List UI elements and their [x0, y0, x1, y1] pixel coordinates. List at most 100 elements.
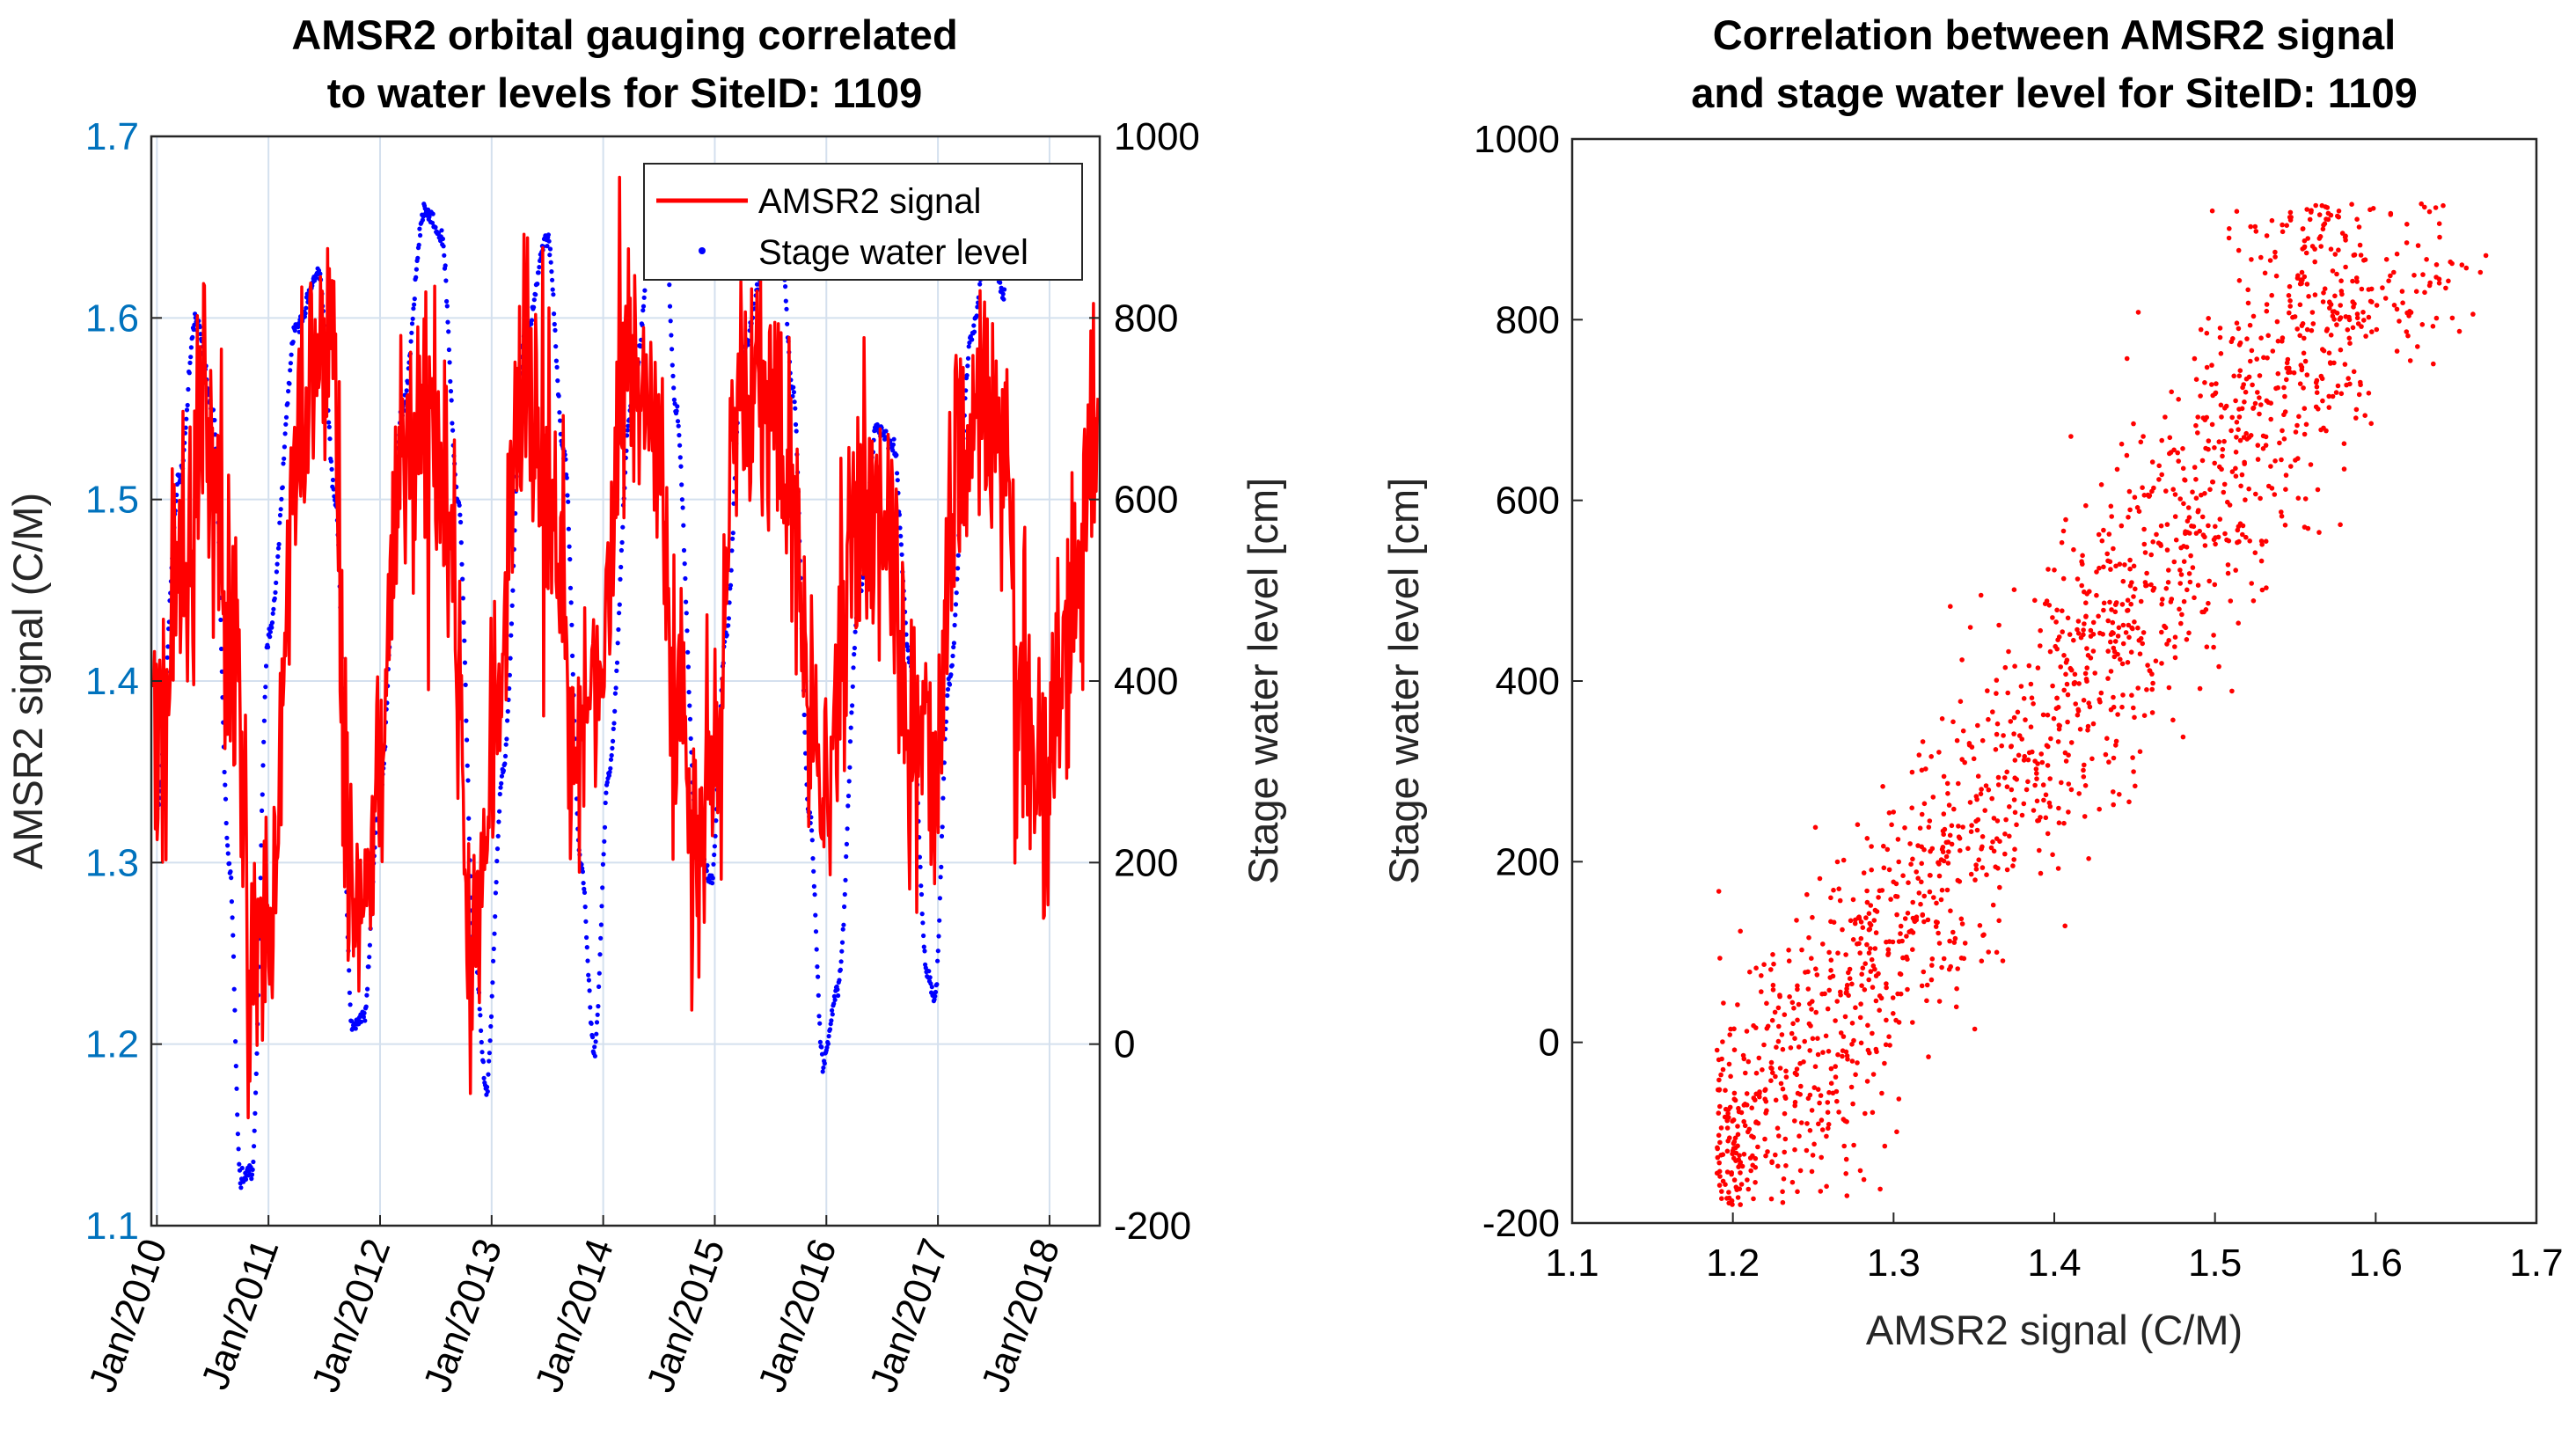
scatter-point — [1732, 1097, 1738, 1103]
scatter-point — [2257, 411, 2262, 417]
scatter-point — [1724, 1169, 1731, 1175]
scatter-point — [2078, 634, 2084, 641]
scatter-point — [2338, 289, 2345, 294]
stage-point — [860, 575, 866, 580]
scatter-point — [2255, 443, 2261, 448]
scatter-point — [2394, 306, 2400, 312]
scatter-point — [2031, 701, 2036, 707]
scatter-point — [1973, 862, 1979, 868]
scatter-point — [2258, 335, 2264, 341]
scatter-point — [2086, 856, 2091, 861]
scatter-point — [2108, 639, 2113, 645]
stage-point — [600, 885, 605, 890]
scatter-point — [1789, 1179, 1796, 1185]
scatter-point — [1944, 780, 1950, 787]
scatter-point — [2415, 243, 2421, 248]
scatter-point — [2148, 582, 2154, 588]
scatter-point — [1948, 908, 1953, 913]
stage-point — [487, 1038, 493, 1044]
scatter-point — [2173, 537, 2179, 543]
scatter-point — [1995, 866, 2001, 871]
scatter-point — [1716, 1183, 1723, 1188]
scatter-point — [2202, 491, 2207, 496]
stage-point — [249, 1172, 255, 1177]
scatter-point — [2388, 273, 2393, 279]
stage-point — [444, 298, 450, 304]
scatter-point — [2141, 541, 2148, 547]
scatter-point — [2354, 311, 2360, 317]
scatter-point — [1731, 1117, 1737, 1123]
scatter-point — [2361, 318, 2367, 323]
scatter-point — [2321, 223, 2326, 228]
scatter-point — [1925, 917, 1931, 923]
scatter-point — [2171, 559, 2177, 565]
scatter-point — [2258, 495, 2263, 502]
scatter-point — [2249, 348, 2255, 354]
scatter-point — [2404, 240, 2410, 245]
scatter-point — [1864, 1079, 1870, 1084]
scatter-point — [2125, 660, 2131, 665]
stage-point — [977, 282, 983, 287]
scatter-point — [2237, 437, 2243, 443]
scatter-point — [2075, 631, 2082, 636]
scatter-point — [2166, 568, 2171, 573]
stage-point — [1001, 297, 1006, 302]
stage-point — [937, 896, 942, 901]
stage-point — [686, 690, 692, 695]
stage-point — [592, 1044, 597, 1050]
stage-point — [971, 323, 977, 328]
stage-point — [825, 1041, 831, 1046]
scatter-point — [1717, 1139, 1723, 1146]
scatter-point — [2135, 685, 2141, 691]
scatter-point — [2308, 462, 2314, 467]
stage-point — [936, 934, 941, 939]
scatter-point — [1948, 604, 1953, 609]
scatter-point — [2217, 326, 2223, 331]
scatter-point — [2112, 639, 2119, 644]
scatter-point — [2275, 338, 2281, 344]
stage-point — [553, 327, 558, 333]
scatter-point — [1735, 1143, 1740, 1149]
scatter-point — [2002, 851, 2008, 857]
scatter-point — [2126, 799, 2132, 805]
scatter-point — [1751, 1134, 1756, 1140]
scatter-point — [1716, 1132, 1722, 1139]
scatter-point — [1868, 969, 1874, 974]
scatter-point — [2129, 580, 2134, 585]
scatter-point — [1868, 903, 1874, 908]
scatter-point — [2131, 594, 2136, 599]
scatter-point — [2301, 350, 2307, 356]
y-tick-label: 1000 — [1474, 118, 1560, 161]
scatter-point — [2098, 482, 2104, 487]
stage-point — [446, 329, 451, 334]
scatter-point — [1887, 1043, 1892, 1048]
stage-point — [832, 997, 838, 1002]
scatter-point — [1855, 1060, 1860, 1066]
scatter-point — [2111, 704, 2117, 710]
scatter-point — [2287, 217, 2294, 223]
scatter-point — [1731, 1139, 1738, 1145]
scatter-point — [2337, 317, 2343, 322]
scatter-point — [2188, 553, 2193, 559]
stage-point — [497, 809, 502, 814]
x-tick-label: Jan/2016 — [750, 1234, 845, 1398]
scatter-point — [2053, 706, 2060, 711]
scatter-point — [1898, 923, 1904, 929]
scatter-point — [2172, 655, 2178, 661]
scatter-point — [1726, 1115, 1731, 1120]
stage-point — [505, 718, 510, 723]
scatter-point — [2081, 627, 2086, 633]
scatter-point — [1818, 1189, 1824, 1194]
scatter-point — [1826, 1049, 1832, 1054]
scatter-point — [2081, 698, 2087, 703]
stage-point — [730, 536, 735, 541]
stage-point — [188, 355, 194, 360]
scatter-point — [1761, 1042, 1767, 1048]
scatter-point — [2159, 661, 2164, 666]
scatter-point — [2119, 523, 2125, 529]
scatter-point — [2341, 441, 2347, 447]
scatter-point — [1781, 1176, 1787, 1182]
scatter-point — [1807, 1001, 1812, 1007]
scatter-point — [2052, 568, 2057, 573]
stage-point — [890, 442, 896, 447]
